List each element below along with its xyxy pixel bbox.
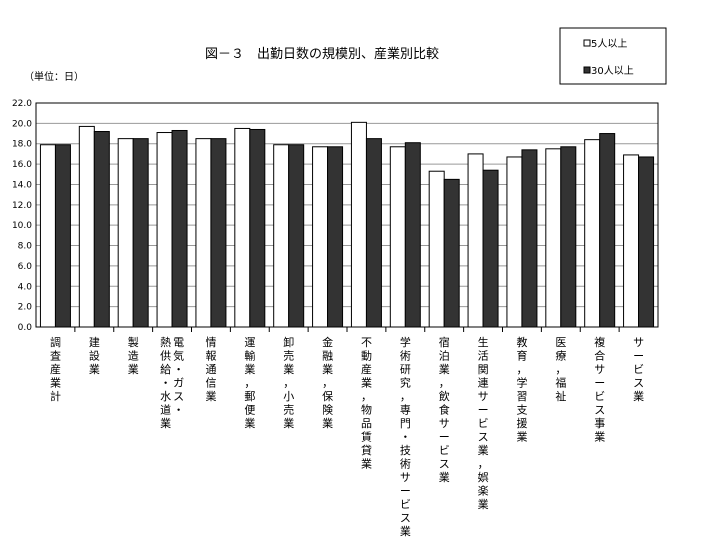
bar-5-or-more (584, 139, 601, 328)
bar-5-or-more (117, 138, 134, 328)
y-tick-label: 6.0 (18, 262, 33, 272)
bar-30-or-more (638, 156, 655, 328)
y-tick-label: 22.0 (12, 99, 32, 109)
bar-5-or-more (156, 132, 173, 328)
bar-30-or-more (54, 144, 71, 328)
y-tick-label: 2.0 (18, 303, 33, 313)
bar-30-or-more (132, 138, 149, 328)
bar-30-or-more (327, 146, 344, 328)
category-label: 教育，学習支援業 (516, 336, 527, 444)
y-tick-label: 10.0 (12, 221, 32, 231)
y-tick-label: 12.0 (12, 201, 32, 211)
category-label: サービス業 (633, 336, 644, 403)
category-labels: 調査産業計 建設業 製造業 電気・ガス・熱供給・水道業 情報通信業 運輸業，郵便業 卸売業，… (50, 335, 644, 538)
bar-5-or-more (195, 138, 212, 328)
category-label: 卸売業，小売業 (283, 335, 294, 430)
category-label: 医療，福祉 (555, 336, 566, 403)
legend-label-30: 30人以上 (591, 65, 634, 77)
category-label: 複合サービス事業 (594, 335, 605, 444)
plot-area: 0.0 2.0 4.0 6.0 8.0 10.0 12.0 14.0 16.0 18.0 20.0 2… (12, 99, 659, 538)
bar-30-or-more (93, 131, 110, 328)
legend-swatch-5 (583, 39, 591, 47)
bars (39, 121, 655, 332)
bar-5-or-more (350, 121, 367, 328)
plot-frame (35, 102, 659, 328)
bar-30-or-more (560, 146, 577, 328)
bar-30-or-more (599, 133, 616, 328)
category-label: 金融業，保険業 (322, 335, 333, 430)
category-label: 電気・ガス・ (173, 336, 184, 417)
bar-5-or-more (39, 144, 56, 328)
category-label: 学術研究，専門・技術サービス業 (400, 335, 411, 538)
chart-title: 図－３ 出勤日数の規模別、産業別比較 (205, 46, 439, 62)
bar-30-or-more (404, 142, 421, 328)
category-label: 情報通信業 (205, 336, 216, 403)
y-tick-label: 14.0 (12, 180, 32, 190)
bar-30-or-more (443, 178, 460, 328)
category-label: 宿泊業，飲食サービス業 (439, 335, 450, 484)
legend: 5人以上 30人以上 (559, 27, 667, 85)
bar-30-or-more (482, 169, 499, 328)
bar-30-or-more (521, 149, 538, 328)
y-tick-label: 20.0 (12, 119, 32, 129)
bar-5-or-more (78, 125, 95, 328)
category-label: 調査産業計 (50, 335, 61, 403)
y-tick-label: 18.0 (12, 140, 32, 150)
category-label: 製造業 (128, 335, 139, 376)
legend-box (559, 27, 667, 85)
bar-5-or-more (234, 127, 251, 328)
y-tick-label: 4.0 (18, 282, 33, 292)
y-tick-label: 16.0 (12, 160, 32, 170)
legend-swatch-30 (583, 66, 591, 74)
category-label: 建設業 (89, 335, 100, 376)
bar-5-or-more (428, 170, 445, 328)
bar-5-or-more (467, 153, 484, 328)
y-tick-labels: 0.0 2.0 4.0 6.0 8.0 10.0 12.0 14.0 16.0 18.0 20.0 2… (12, 99, 32, 333)
y-tick-label: 0.0 (18, 323, 33, 333)
category-label: 不動産業，物品賃貸業 (361, 336, 372, 471)
bar-5-or-more (623, 154, 640, 328)
bar-5-or-more (389, 146, 406, 328)
y-tick-label: 8.0 (18, 242, 33, 252)
category-label: 生活関連サービス業，娯楽業 (478, 335, 489, 511)
bar-30-or-more (210, 138, 227, 328)
bar-30-or-more (249, 128, 266, 328)
legend-label-5: 5人以上 (591, 38, 627, 50)
category-label: 熱供給・水道業 (160, 336, 171, 430)
bar-5-or-more (312, 146, 329, 328)
category-label: 運輸業，郵便業 (244, 336, 255, 430)
bar-5-or-more (545, 148, 562, 328)
bar-30-or-more (365, 138, 382, 328)
bar-30-or-more (171, 129, 188, 328)
bar-5-or-more (273, 144, 290, 328)
bar-5-or-more (506, 156, 523, 328)
unit-label: （単位：日） (24, 70, 84, 83)
bar-30-or-more (288, 144, 305, 328)
